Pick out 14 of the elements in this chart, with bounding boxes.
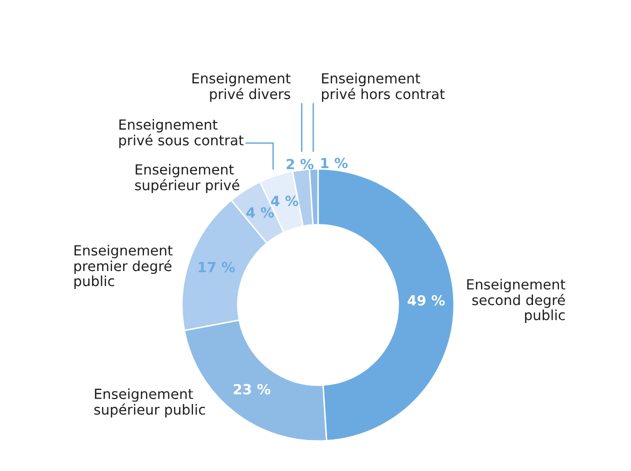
slice-label: Enseignement premier degré public <box>74 244 173 289</box>
slice-label: Enseignement privé hors contrat <box>322 72 445 102</box>
slice-label: Enseignement second degré public <box>467 278 566 323</box>
data-label: 49 % <box>408 295 445 306</box>
slice-label: Enseignement privé divers <box>192 72 290 102</box>
data-label: 4 % <box>271 196 298 206</box>
data-label: 4 % <box>246 207 274 218</box>
data-label: 23 % <box>234 384 270 394</box>
slice-label: Enseignement supérieur privé <box>135 164 240 194</box>
slice-label: Enseignement privé sous contrat <box>119 119 244 148</box>
data-label: 2 % <box>286 158 314 170</box>
slice-label: Enseignement supérieur public <box>94 388 205 418</box>
data-label: 17 % <box>198 262 235 272</box>
data-label: 1 % <box>321 158 348 168</box>
